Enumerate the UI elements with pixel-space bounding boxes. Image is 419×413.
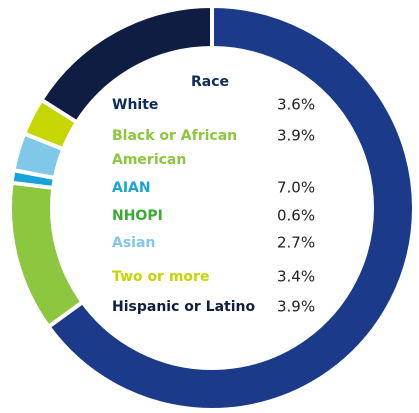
legend-label: Asian (112, 235, 155, 251)
legend-value: 3.4% (277, 268, 315, 286)
donut-segment (45, 3, 416, 412)
legend-label-line: Black or African (112, 128, 237, 144)
legend-value: 3.9% (277, 127, 315, 145)
legend-label: Two or more (112, 269, 209, 285)
donut (8, 3, 416, 412)
legend-value: 3.9% (277, 298, 315, 316)
legend-label: Hispanic or Latino (112, 299, 255, 315)
legend-title: Race (191, 74, 229, 90)
legend-value: 3.6% (277, 96, 315, 114)
legend-label: White (112, 97, 158, 113)
donut-segment (38, 3, 214, 126)
legend-value: 7.0% (277, 179, 315, 197)
legend-label: Black or African American (112, 128, 237, 168)
legend-label: NHOPI (112, 208, 163, 224)
legend-value: 2.7% (277, 234, 315, 252)
legend-label-line: American (112, 152, 186, 168)
legend-label: AIAN (112, 180, 151, 196)
legend: White 3.6% Black or African American 3.9% AIA… (112, 96, 315, 316)
donut-segment (8, 180, 86, 330)
legend-value: 0.6% (277, 207, 315, 225)
